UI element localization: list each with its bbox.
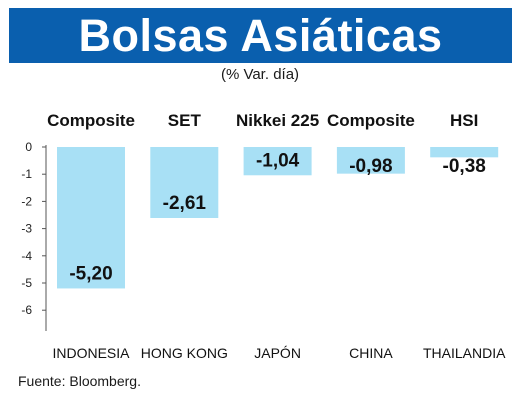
bars — [57, 147, 499, 289]
bar — [430, 147, 499, 158]
chart-title: Bolsas Asiáticas — [78, 9, 443, 61]
index-name-label: HSI — [450, 111, 478, 130]
value-label: -0,38 — [443, 156, 486, 177]
title-background — [9, 8, 512, 63]
y-tick-label: -5 — [21, 276, 32, 290]
bar — [150, 147, 219, 218]
bar — [57, 147, 125, 289]
category-label: JAPÓN — [254, 345, 301, 361]
category-label: CHINA — [349, 345, 393, 361]
category-labels: INDONESIA HONG KONG JAPÓN CHINA THAILANDIA — [52, 345, 506, 361]
index-name-label: Composite — [47, 111, 135, 130]
index-name-label: SET — [168, 111, 202, 130]
y-tick-label: -6 — [21, 303, 32, 317]
index-name-label: Composite — [327, 111, 415, 130]
category-label: INDONESIA — [52, 345, 130, 361]
bar — [336, 147, 405, 174]
y-axis-ticks: 0 -1 -2 -3 -4 -5 -6 — [21, 140, 46, 317]
y-tick-label: -1 — [21, 167, 32, 181]
value-label: -1,04 — [256, 150, 300, 171]
value-labels: -5,20 -2,61 -1,04 -0,98 -0,38 — [69, 150, 486, 284]
index-name-label: Nikkei 225 — [236, 111, 319, 130]
y-tick-label: -2 — [21, 194, 32, 208]
source-note: Fuente: Bloomberg. — [18, 373, 141, 389]
bar — [243, 147, 312, 176]
value-label: -0,98 — [349, 156, 392, 177]
y-tick-label: -3 — [21, 222, 32, 236]
title-bar: Bolsas Asiáticas — [9, 8, 512, 63]
category-label: HONG KONG — [141, 345, 228, 361]
y-tick-label: -4 — [21, 249, 32, 263]
category-label: THAILANDIA — [423, 345, 506, 361]
chart-subtitle: (% Var. día) — [220, 66, 300, 83]
y-tick-label: 0 — [25, 140, 32, 154]
value-label: -2,61 — [163, 193, 207, 214]
value-label: -5,20 — [69, 263, 112, 284]
index-name-labels: Composite SET Nikkei 225 Composite HSI — [47, 111, 478, 130]
